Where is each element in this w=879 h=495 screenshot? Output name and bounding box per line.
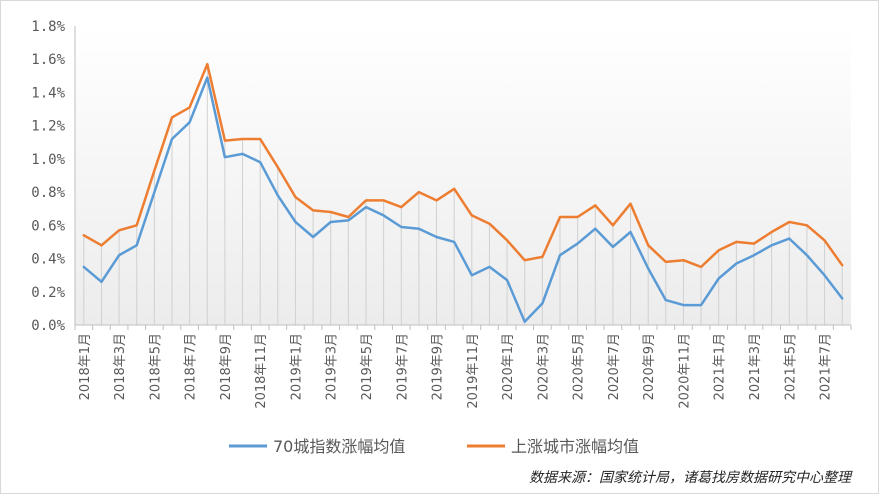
y-tick-label: 0.2% (31, 285, 65, 301)
y-tick-label: 0.8% (31, 185, 65, 201)
x-tick-label: 2020年11月 (677, 333, 692, 409)
x-tick-label: 2018年5月 (148, 333, 163, 400)
x-tick-label: 2019年7月 (395, 333, 410, 400)
x-tick-label: 2021年5月 (783, 333, 798, 400)
legend-label-1: 70城指数涨幅均值 (273, 437, 405, 456)
x-tick-label: 2020年7月 (607, 333, 622, 400)
x-tick-label: 2020年9月 (642, 333, 657, 400)
x-tick-label: 2019年3月 (325, 333, 340, 400)
plot-area (75, 26, 851, 325)
x-tick-label: 2020年1月 (501, 333, 516, 400)
x-tick-label: 2018年9月 (219, 333, 234, 400)
x-tick-label: 2019年1月 (289, 333, 304, 400)
x-tick-label: 2018年1月 (78, 333, 93, 400)
y-tick-label: 1.6% (31, 52, 65, 68)
x-tick-label: 2020年3月 (536, 333, 551, 400)
x-tick-label: 2021年3月 (748, 333, 763, 400)
x-tick-label: 2021年7月 (819, 333, 834, 400)
y-tick-label: 1.0% (31, 152, 65, 168)
x-tick-label: 2018年3月 (113, 333, 128, 400)
y-tick-label: 0.6% (31, 218, 65, 234)
x-tick-label: 2021年1月 (713, 333, 728, 400)
series-line-1 (82, 76, 844, 323)
x-tick-label: 2019年9月 (431, 333, 446, 400)
y-tick-label: 1.2% (31, 119, 65, 135)
source-note: 数据来源：国家统计局，诸葛找房数据研究中心整理 (529, 470, 853, 486)
legend-label-2: 上涨城市涨幅均值 (511, 437, 639, 456)
y-tick-label: 1.4% (31, 85, 65, 101)
x-tick-label: 2018年7月 (184, 333, 199, 400)
y-tick-label: 0.0% (31, 318, 65, 334)
y-tick-label: 0.4% (31, 252, 65, 268)
x-tick-label: 2019年11月 (466, 333, 481, 409)
series-line-2 (82, 62, 844, 269)
x-tick-label: 2018年11月 (254, 333, 269, 409)
x-tick-label: 2019年5月 (360, 333, 375, 400)
y-tick-label: 1.8% (31, 19, 65, 35)
x-tick-label: 2020年5月 (572, 333, 587, 400)
